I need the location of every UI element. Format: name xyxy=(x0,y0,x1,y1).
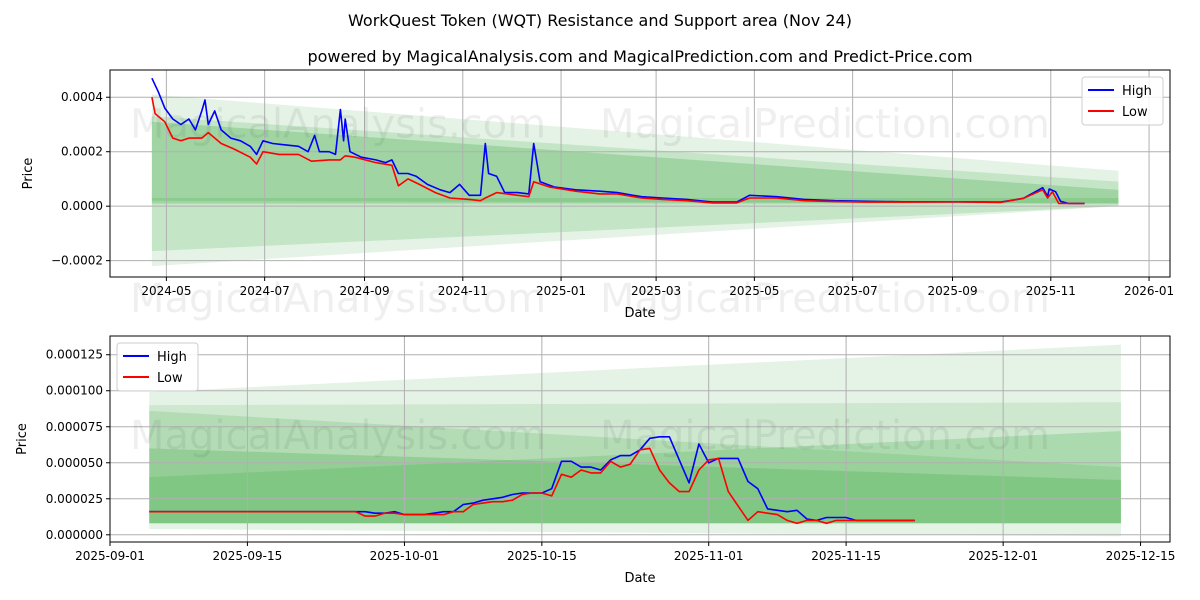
x-tick-label: 2026-01 xyxy=(1124,284,1174,298)
support-resistance-band xyxy=(149,344,1121,537)
chart-subtitle: powered by MagicalAnalysis.com and Magic… xyxy=(307,47,972,66)
top-chart: 2024-05 2024-07 2024-09 2024-11 2025-01 2025-… xyxy=(21,69,1174,322)
x-axis-label: Date xyxy=(624,571,655,586)
watermark: MagicalAnalysis.com xyxy=(130,276,546,322)
series-line-high xyxy=(149,436,915,522)
y-tick-label: 0.0000 xyxy=(61,199,103,213)
watermark: MagicalAnalysis.com xyxy=(130,413,546,459)
support-resistance-band xyxy=(151,116,1119,252)
x-tick-label: 2025-09 xyxy=(927,284,977,298)
y-tick-label: 0.000000 xyxy=(46,528,103,542)
y-tick-label: 0.0004 xyxy=(61,90,103,104)
y-tick-label: 0.0002 xyxy=(61,145,103,159)
x-tick-label: 2025-10-01 xyxy=(370,549,440,563)
series-line-low xyxy=(149,447,915,525)
support-resistance-band xyxy=(151,94,1119,267)
x-tick-label: 2025-11-01 xyxy=(674,549,744,563)
y-axis-label: Price xyxy=(21,158,36,190)
x-tick-label: 2024-09 xyxy=(339,284,389,298)
support-resistance-band xyxy=(149,448,1121,524)
y-tick-label: 0.000125 xyxy=(46,348,103,362)
x-tick-label: 2025-09-01 xyxy=(75,549,145,563)
legend-label-high: High xyxy=(157,350,187,365)
legend-label-high: High xyxy=(1122,84,1152,99)
y-tick-label: 0.000050 xyxy=(46,456,103,470)
watermark: MagicalPrediction.com xyxy=(600,276,1050,322)
y-tick-label: 0.000100 xyxy=(46,384,103,398)
plot-frame xyxy=(109,335,1171,543)
plot-frame xyxy=(109,69,1171,278)
x-tick-label: 2025-12-15 xyxy=(1106,549,1176,563)
y-axis-label: Price xyxy=(15,423,30,455)
legend: High Low xyxy=(1081,76,1164,126)
watermark: MagicalPrediction.com xyxy=(600,102,1050,148)
support-resistance-band xyxy=(149,431,1121,524)
x-axis-label: Date xyxy=(624,306,655,321)
x-tick-label: 2025-12-01 xyxy=(968,549,1038,563)
y-tick-label: −0.0002 xyxy=(51,254,103,268)
y-tick-label: 0.000075 xyxy=(46,420,103,434)
support-resistance-band xyxy=(151,121,1119,204)
support-resistance-band xyxy=(149,410,1121,524)
x-tick-label: 2025-05 xyxy=(729,284,779,298)
x-tick-label: 2024-11 xyxy=(438,284,488,298)
chart-title: WorkQuest Token (WQT) Resistance and Sup… xyxy=(348,11,852,30)
x-tick-label: 2025-10-15 xyxy=(507,549,577,563)
x-tick-label: 2024-05 xyxy=(141,284,191,298)
x-tick-label: 2024-07 xyxy=(240,284,290,298)
x-tick-label: 2025-11 xyxy=(1026,284,1076,298)
x-tick-label: 2025-11-15 xyxy=(811,549,881,563)
series-line-high xyxy=(151,77,1085,205)
x-tick-label: 2025-01 xyxy=(536,284,586,298)
y-tick-label: 0.000025 xyxy=(46,492,103,506)
series-line-low xyxy=(151,97,1085,205)
legend-label-low: Low xyxy=(1122,105,1148,120)
x-tick-label: 2025-03 xyxy=(631,284,681,298)
legend-label-low: Low xyxy=(157,371,183,386)
x-tick-label: 2025-07 xyxy=(828,284,878,298)
bottom-chart: 2025-09-01 2025-09-15 2025-10-01 2025-10-15… xyxy=(15,335,1176,586)
legend: High Low xyxy=(116,342,199,392)
x-tick-label: 2025-09-15 xyxy=(213,549,283,563)
